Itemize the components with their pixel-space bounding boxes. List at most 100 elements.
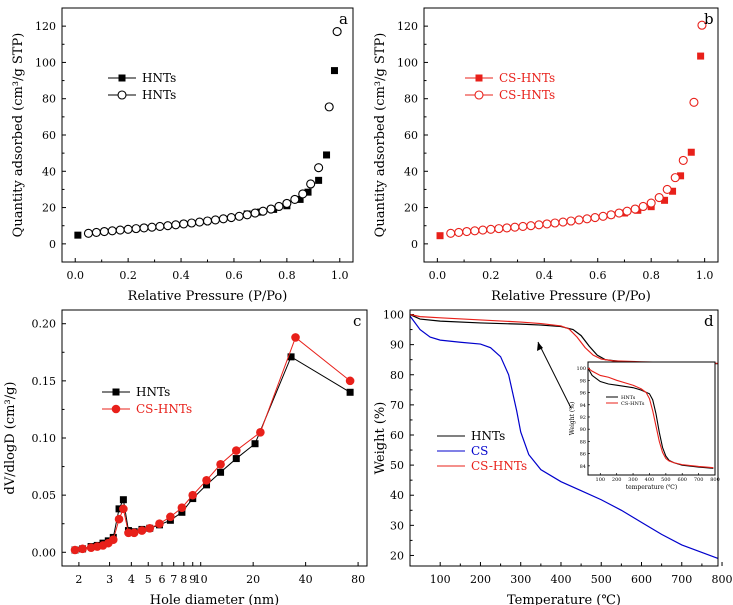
x-tick-label: 400 xyxy=(550,573,571,586)
data-point xyxy=(662,184,672,194)
y-axis-title: Quantity adsorbed (cm³/g STP) xyxy=(11,33,26,238)
data-point xyxy=(646,198,656,208)
data-point xyxy=(654,193,664,203)
data-point xyxy=(518,221,528,231)
x-tick-label: 7 xyxy=(170,573,177,586)
data-point xyxy=(179,219,189,229)
data-point xyxy=(542,219,552,229)
panel-b: 0.0 0.2 0.4 0.6 0.8 1.0 0 20 40 60 80 100 120 Relativ… xyxy=(373,7,719,304)
data-point xyxy=(606,210,616,220)
x-tick-label: 800 xyxy=(712,573,733,586)
data-point xyxy=(166,512,175,522)
data-point xyxy=(510,222,520,232)
data-point xyxy=(638,201,648,212)
data-point xyxy=(145,523,155,533)
data-point xyxy=(282,198,292,208)
y-tick-label: 40 xyxy=(42,165,56,178)
inset-y-tick-label: 92 xyxy=(580,415,586,421)
data-point xyxy=(274,201,284,212)
x-axis-title: Hole diameter (nm) xyxy=(150,593,280,605)
data-point xyxy=(582,214,592,224)
data-point xyxy=(202,216,213,226)
inset-y-tick-label: 100 xyxy=(576,366,586,372)
y-tick-label: 80 xyxy=(42,93,56,106)
panel-d: 100 200 300 400 500 600 700 800 20 30 40 50 60 70 80 90… xyxy=(373,309,733,605)
legend-marker xyxy=(475,74,483,82)
y-tick-label: 30 xyxy=(390,519,404,532)
inset-x-tick-label: 400 xyxy=(645,477,655,483)
data-point xyxy=(290,194,300,204)
y-tick-label: 20 xyxy=(42,202,56,215)
data-point xyxy=(107,226,117,236)
data-point xyxy=(598,211,608,221)
y-tick-label: 60 xyxy=(404,129,418,142)
panel-c: 2 3 4 5 6 7 8 910 20 40 80 0.00 0.05 0.10 0.15 0.20 Hole… xyxy=(3,309,368,605)
legend-label: HNTs xyxy=(136,385,170,399)
data-point xyxy=(147,222,157,232)
plot-frame xyxy=(423,7,719,263)
y-tick-label: 60 xyxy=(42,129,56,142)
panel-label: d xyxy=(704,312,714,330)
x-axis-title: Relative Pressure (P/Po) xyxy=(491,289,651,304)
x-tick-label: 600 xyxy=(631,573,652,586)
data-point xyxy=(502,223,512,233)
x-tick-label: 0.8 xyxy=(642,269,660,282)
inset-y-tick-label: 88 xyxy=(580,439,586,445)
y-tick-label: 0 xyxy=(411,238,418,251)
y-tick-label: 100 xyxy=(35,56,56,69)
data-point xyxy=(108,535,118,545)
plot-frame xyxy=(61,7,354,263)
data-point xyxy=(590,213,600,223)
x-tick-label: 40 xyxy=(299,573,313,586)
data-point xyxy=(195,217,205,227)
series-line-0 xyxy=(409,313,719,365)
inset-x-tick-label: 100 xyxy=(596,477,606,483)
y-tick-label: 70 xyxy=(390,399,404,412)
data-point xyxy=(304,188,312,196)
y-tick-label: 80 xyxy=(404,93,418,106)
y-tick-label: 100 xyxy=(383,309,404,322)
data-point xyxy=(332,27,342,37)
inset-x-tick-label: 800 xyxy=(710,477,720,483)
data-point xyxy=(155,519,164,529)
data-point xyxy=(163,221,173,231)
inset-x-tick-label: 600 xyxy=(677,477,687,483)
y-tick-label: 40 xyxy=(390,489,404,502)
data-point xyxy=(534,220,544,230)
inset-frame xyxy=(587,361,716,476)
legend-label: CS-HNTs xyxy=(499,88,555,102)
x-tick-label: 0.4 xyxy=(172,269,190,282)
data-point xyxy=(91,227,101,237)
x-tick-label: 9 xyxy=(189,573,196,586)
data-point xyxy=(123,224,133,234)
y-tick-label: 0.20 xyxy=(32,318,57,331)
data-point xyxy=(115,225,125,235)
panel-label: b xyxy=(704,10,714,28)
legend-label: CS-HNTs xyxy=(471,459,527,473)
legend-label: CS-HNTs xyxy=(499,71,555,85)
data-point xyxy=(494,224,504,234)
series-line-2 xyxy=(409,313,719,364)
legend-label: HNTs xyxy=(142,88,176,102)
y-tick-label: 120 xyxy=(397,20,418,33)
data-point xyxy=(258,206,268,216)
x-tick-label: 5 xyxy=(145,573,152,586)
data-point xyxy=(566,216,576,226)
inset-y-tick-label: 86 xyxy=(580,452,586,458)
x-tick-label: 80 xyxy=(351,573,365,586)
data-point xyxy=(83,228,94,238)
data-point xyxy=(526,221,536,231)
x-tick-label: 0.8 xyxy=(278,269,296,282)
data-point xyxy=(119,496,127,504)
data-point xyxy=(614,208,624,218)
data-point xyxy=(115,505,123,513)
data-point xyxy=(70,545,80,555)
data-point xyxy=(234,211,244,221)
data-point xyxy=(462,226,472,237)
x-tick-label: 4 xyxy=(128,573,135,586)
x-tick-label: 10 xyxy=(194,573,208,586)
data-point xyxy=(129,528,139,538)
inset-y-tick-label: 84 xyxy=(580,464,586,470)
x-tick-label: 0.6 xyxy=(225,269,243,282)
data-point xyxy=(131,224,141,234)
